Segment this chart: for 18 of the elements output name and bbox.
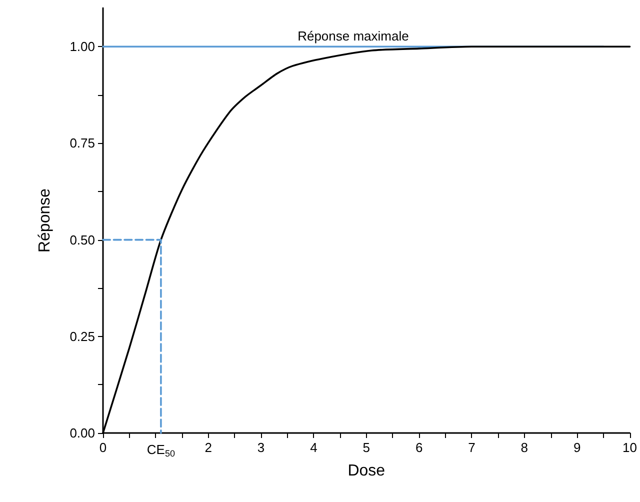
- x-tick-label: 4: [310, 440, 318, 455]
- x-tick-label: 6: [415, 440, 423, 455]
- x-tick-label: 8: [520, 440, 528, 455]
- y-axis-title: Réponse: [36, 188, 54, 253]
- y-tick-label: 0.25: [70, 328, 95, 344]
- x-tick-label: 2: [204, 440, 212, 455]
- y-tick-label: 0.50: [70, 232, 95, 248]
- x-tick-label: 10: [622, 440, 638, 455]
- x-axis-title: Dose: [348, 462, 386, 480]
- y-tick-label: 0.75: [70, 136, 95, 151]
- x-tick-label: 3: [257, 440, 265, 455]
- x-tick-label: 5: [362, 440, 370, 455]
- y-tick-label: 1.00: [70, 39, 95, 54]
- x-tick-label: 0: [99, 440, 107, 455]
- x-tick-label: 9: [573, 440, 581, 455]
- x-tick-label: 7: [468, 440, 476, 455]
- series-label: Réponse maximale: [298, 28, 409, 44]
- y-tick-label: 0.00: [70, 426, 95, 440]
